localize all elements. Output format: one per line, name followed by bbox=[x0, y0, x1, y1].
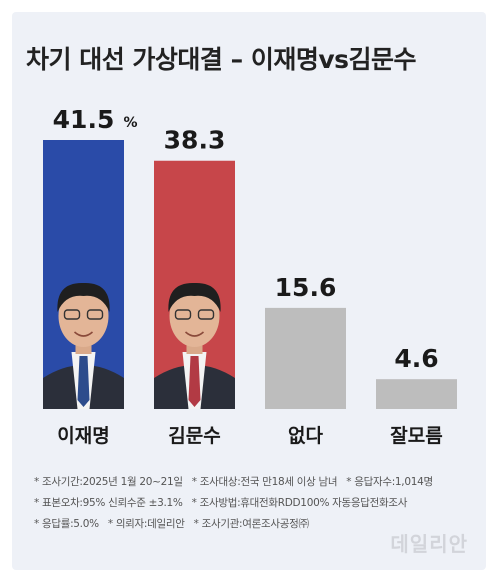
footnote-sampling-error: * 표본오차:95% 신뢰수준 ±3.1% bbox=[34, 497, 183, 509]
portrait-kim-glasses-right bbox=[197, 309, 215, 320]
chart-title: 차기 대선 가상대결 – 이재명vs김문수 bbox=[26, 45, 417, 74]
bar-chart: 41.5 % 이재명 38.3 김문수 15.6 없다 4.6 잘모름 bbox=[43, 105, 457, 447]
portrait-lee-face bbox=[58, 285, 109, 347]
category-label-2: 김문수 bbox=[168, 425, 220, 447]
percent-unit-label: % bbox=[124, 115, 138, 131]
portrait-lee-glasses-right bbox=[86, 309, 104, 320]
footnote-line-1: * 조사기간:2025년 1월 20~21일 * 조사대상:전국 만18세 이상… bbox=[34, 472, 474, 493]
portrait-lee-hair bbox=[57, 282, 110, 312]
footnote-line-2: * 표본오차:95% 신뢰수준 ±3.1% * 조사방법:휴대전화RDD100%… bbox=[34, 493, 474, 514]
value-label-3: 15.6 bbox=[275, 273, 337, 302]
footnote-method: * 조사방법:휴대전화RDD100% 자동응답전화조사 bbox=[191, 497, 408, 509]
value-label-1: 41.5 bbox=[53, 105, 115, 134]
footnote-line-3: * 응답률:5.0% * 의뢰자:데일리안 * 조사기관:여론조사공정㈜ bbox=[34, 514, 474, 535]
footnote-survey-target: * 조사대상:전국 만18세 이상 남녀 bbox=[191, 476, 338, 488]
bar-4 bbox=[376, 379, 457, 409]
portrait-lee-tie bbox=[77, 356, 90, 407]
portrait-kim-tie bbox=[188, 356, 201, 407]
portrait-kim-smile bbox=[184, 331, 205, 337]
brand-watermark: 데일리안 bbox=[390, 532, 468, 556]
category-label-1: 이재명 bbox=[57, 425, 109, 447]
survey-footnotes: * 조사기간:2025년 1월 20~21일 * 조사대상:전국 만18세 이상… bbox=[34, 472, 474, 535]
footnote-respondents: * 응답자수:1,014명 bbox=[346, 476, 433, 488]
value-label-2: 38.3 bbox=[164, 126, 226, 155]
footnote-response-rate: * 응답률:5.0% bbox=[34, 518, 99, 530]
footnote-client: * 의뢰자:데일리안 bbox=[107, 518, 185, 530]
portrait-kim-glasses-left bbox=[174, 309, 192, 320]
portrait-kim-face bbox=[169, 285, 220, 347]
portrait-lee-smile bbox=[73, 331, 94, 337]
bar-3 bbox=[265, 307, 346, 409]
footnote-agency: * 조사기관:여론조사공정㈜ bbox=[193, 518, 309, 530]
footnote-survey-period: * 조사기간:2025년 1월 20~21일 bbox=[34, 476, 183, 488]
portrait-kim-hair bbox=[168, 282, 221, 312]
portrait-lee-glasses-left bbox=[63, 309, 81, 320]
category-label-3: 없다 bbox=[288, 425, 323, 447]
value-label-4: 4.6 bbox=[394, 344, 438, 373]
category-label-4: 잘모름 bbox=[390, 425, 442, 447]
